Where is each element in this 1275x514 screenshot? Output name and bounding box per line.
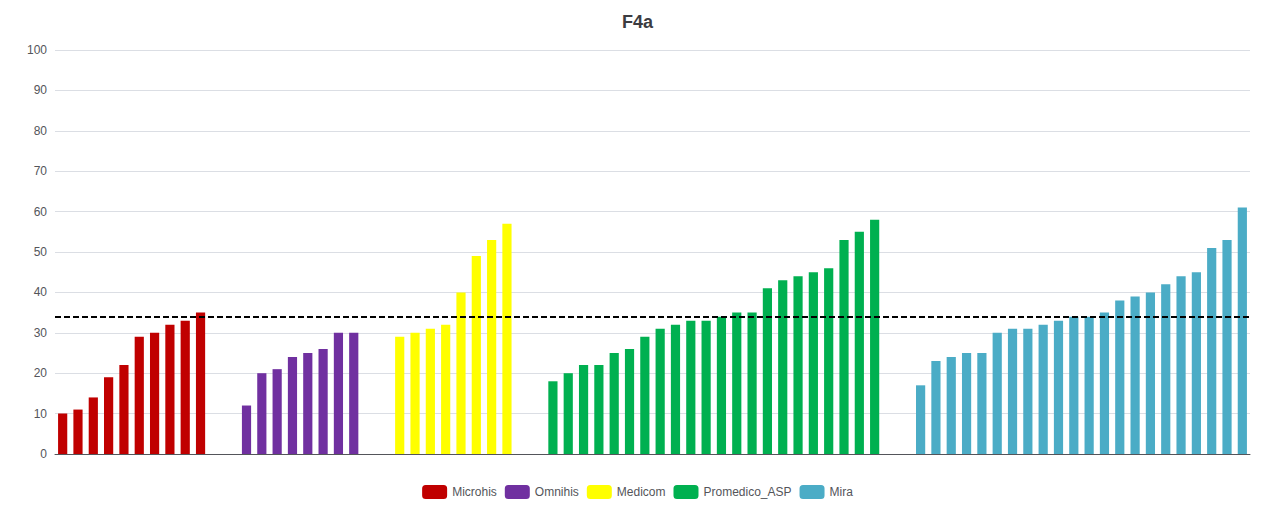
svg-text:90: 90 — [34, 83, 48, 97]
svg-text:20: 20 — [34, 366, 48, 380]
svg-text:50: 50 — [34, 245, 48, 259]
svg-text:70: 70 — [34, 164, 48, 178]
svg-text:Microhis: Microhis — [452, 485, 497, 499]
svg-text:Omnihis: Omnihis — [535, 485, 579, 499]
svg-text:80: 80 — [34, 124, 48, 138]
svg-text:60: 60 — [34, 205, 48, 219]
svg-text:30: 30 — [34, 326, 48, 340]
svg-text:Mira: Mira — [830, 485, 854, 499]
svg-text:Medicom: Medicom — [617, 485, 666, 499]
svg-text:40: 40 — [34, 285, 48, 299]
svg-text:0: 0 — [40, 447, 47, 461]
svg-text:F4a: F4a — [622, 12, 654, 32]
svg-text:100: 100 — [27, 43, 47, 57]
svg-text:Promedico_ASP: Promedico_ASP — [703, 485, 791, 499]
svg-text:10: 10 — [34, 407, 48, 421]
